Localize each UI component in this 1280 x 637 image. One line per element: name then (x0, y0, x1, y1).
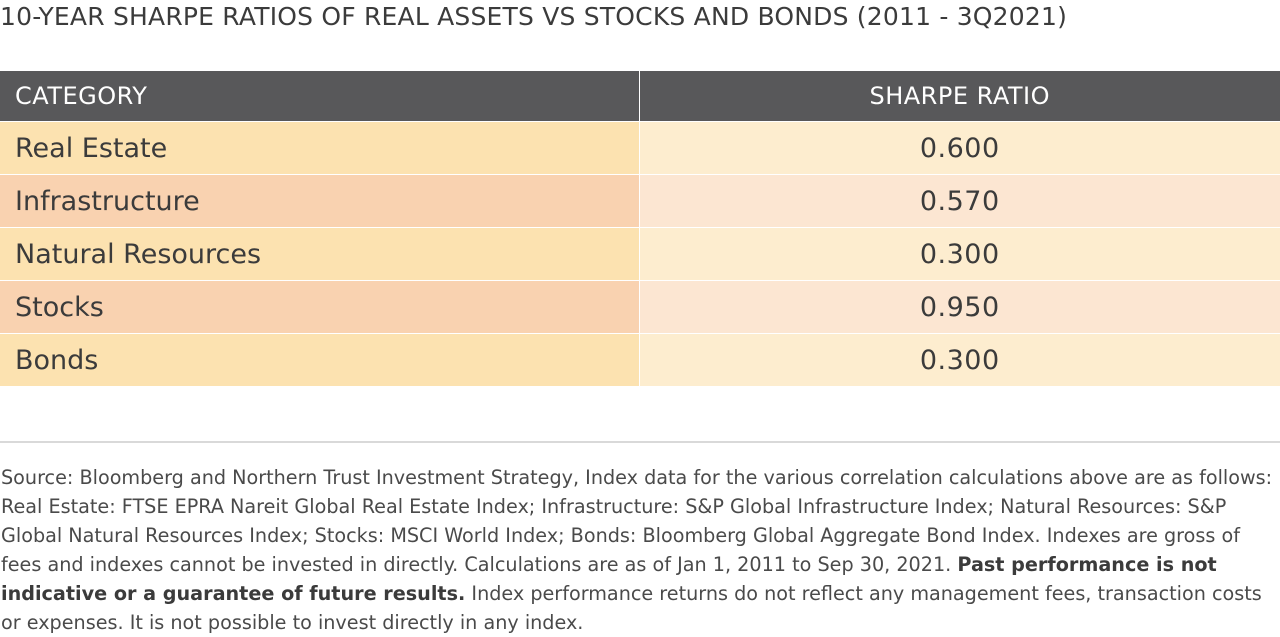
sharpe-ratio-cell: 0.950 (639, 280, 1280, 334)
table-body: Real Estate 0.600 Infrastructure 0.570 Natur… (0, 121, 1280, 387)
column-header-category: CATEGORY (0, 71, 640, 122)
chart-title: 10-YEAR SHARPE RATIOS OF REAL ASSETS VS … (0, 2, 1068, 31)
table-row: Infrastructure 0.570 (0, 174, 1280, 228)
category-cell: Bonds (0, 333, 640, 387)
footnote-divider (0, 441, 1280, 443)
category-cell: Stocks (0, 280, 640, 334)
sharpe-ratio-cell: 0.600 (639, 121, 1280, 175)
table-header-row: CATEGORY SHARPE RATIO (0, 71, 1280, 122)
footnote-tail-text: Index performance returns do not reflect… (1, 582, 1262, 634)
category-cell: Natural Resources (0, 227, 640, 281)
table-row: Stocks 0.950 (0, 280, 1280, 334)
footnote-source-text: Source: Bloomberg and Northern Trust Inv… (1, 466, 1273, 576)
sharpe-ratio-cell: 0.300 (639, 227, 1280, 281)
sharpe-ratio-cell: 0.570 (639, 174, 1280, 228)
column-header-sharpe-ratio: SHARPE RATIO (639, 71, 1280, 122)
source-footnote: Source: Bloomberg and Northern Trust Inv… (1, 463, 1273, 637)
table-row: Bonds 0.300 (0, 333, 1280, 387)
sharpe-ratio-cell: 0.300 (639, 333, 1280, 387)
table-row: Real Estate 0.600 (0, 121, 1280, 175)
table-row: Natural Resources 0.300 (0, 227, 1280, 281)
sharpe-ratio-table: CATEGORY SHARPE RATIO Real Estate 0.600 In… (0, 71, 1280, 387)
category-cell: Real Estate (0, 121, 640, 175)
category-cell: Infrastructure (0, 174, 640, 228)
footnote-disclaimer-bold: Past performance is not indicative or a … (1, 553, 1217, 605)
